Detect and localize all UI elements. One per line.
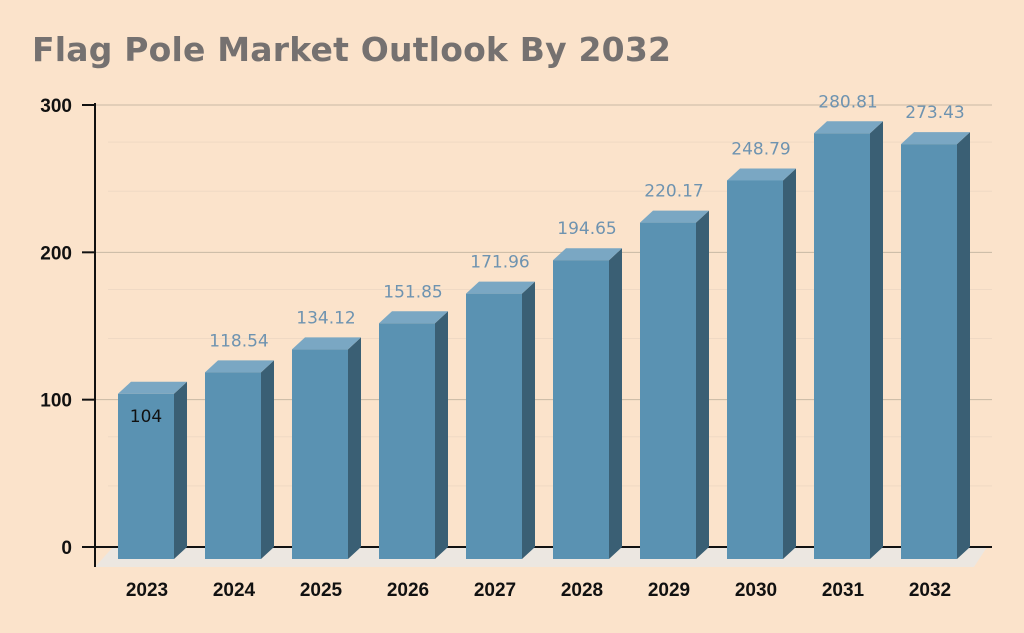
data-label: 134.12 <box>296 308 355 328</box>
x-tick-label: 2032 <box>909 580 951 601</box>
data-labels: 2023 104 2024 118.54 2025 134.12 2026 151.85 202… <box>126 92 965 601</box>
bar-top <box>292 337 361 350</box>
bar <box>379 311 448 559</box>
bar-front <box>205 372 261 559</box>
bar <box>205 360 274 559</box>
x-tick-label: 2023 <box>126 580 168 601</box>
bar-top <box>901 132 970 145</box>
bar-side <box>435 311 448 559</box>
data-label: 280.81 <box>818 92 877 112</box>
bar-side <box>957 132 970 559</box>
data-label: 273.43 <box>905 103 964 123</box>
bar <box>118 381 187 559</box>
bar-front <box>379 323 435 559</box>
x-tick-label: 2030 <box>735 580 777 601</box>
x-tick-label: 2031 <box>822 580 865 601</box>
bar <box>640 210 709 559</box>
bar-front <box>553 260 609 559</box>
bar <box>466 281 535 559</box>
y-tick-label: 200 <box>40 243 72 264</box>
bar-front <box>727 180 783 559</box>
bar-front <box>901 144 957 559</box>
bar-top <box>466 281 535 294</box>
y-tick-label: 100 <box>40 391 72 412</box>
bar-side <box>870 121 883 560</box>
bar-side <box>609 248 622 559</box>
x-tick-label: 2026 <box>387 580 429 601</box>
bar <box>901 132 970 559</box>
data-label: 104 <box>130 407 162 427</box>
bar <box>292 337 361 559</box>
x-tick-label: 2027 <box>474 580 516 601</box>
bar-top <box>553 248 622 261</box>
bar-top <box>727 168 796 181</box>
bar <box>553 248 622 559</box>
bar-front <box>466 293 522 559</box>
data-label: 171.96 <box>470 253 529 273</box>
bar-top <box>379 311 448 324</box>
x-tick-label: 2024 <box>213 580 256 601</box>
bar <box>727 168 796 559</box>
bar-front <box>814 133 870 560</box>
bar-top <box>205 360 274 373</box>
bar-side <box>348 337 361 559</box>
bar-front <box>118 393 174 559</box>
bar-top <box>814 121 883 134</box>
bar-side <box>261 360 274 559</box>
bar-front <box>640 222 696 559</box>
y-tick-label: 0 <box>61 538 72 559</box>
bar <box>814 121 883 560</box>
bar-top <box>118 381 187 394</box>
bar-side <box>696 210 709 559</box>
x-tick-label: 2025 <box>300 580 343 601</box>
x-tick-label: 2028 <box>561 580 603 601</box>
bar-front <box>292 349 348 559</box>
bar-side <box>174 381 187 559</box>
data-label: 194.65 <box>557 219 616 239</box>
bar-top <box>640 210 709 223</box>
y-tick-label: 300 <box>40 96 72 117</box>
bar-side <box>783 168 796 559</box>
bars <box>118 121 970 560</box>
data-label: 248.79 <box>731 139 790 159</box>
x-tick-label: 2029 <box>648 580 690 601</box>
data-label: 220.17 <box>644 182 703 202</box>
chart-title: Flag Pole Market Outlook By 2032 <box>32 30 672 69</box>
data-label: 118.54 <box>209 331 268 351</box>
data-label: 151.85 <box>383 282 442 302</box>
bar-side <box>522 281 535 559</box>
